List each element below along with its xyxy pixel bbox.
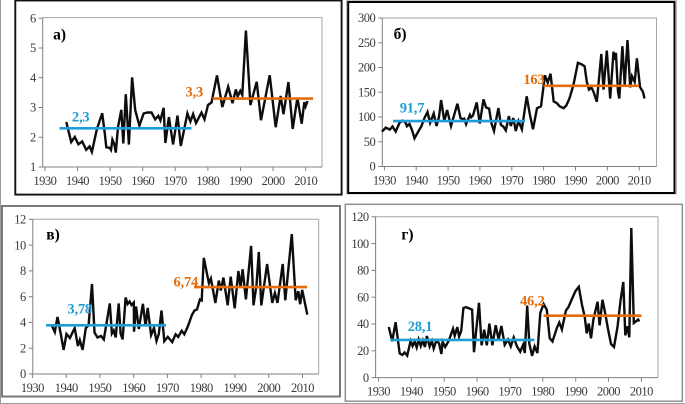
svg-text:2010: 2010: [630, 384, 653, 398]
svg-text:3,3: 3,3: [186, 84, 204, 100]
svg-text:1: 1: [30, 160, 36, 174]
svg-text:20: 20: [357, 344, 369, 358]
svg-text:5: 5: [30, 41, 36, 55]
svg-text:1940: 1940: [405, 173, 428, 187]
svg-text:1950: 1950: [99, 174, 122, 188]
svg-text:50: 50: [364, 135, 376, 149]
svg-text:6,74: 6,74: [174, 275, 199, 291]
svg-text:100: 100: [351, 237, 369, 251]
svg-text:1970: 1970: [164, 174, 187, 188]
svg-text:в): в): [46, 226, 60, 243]
svg-text:250: 250: [358, 36, 376, 50]
svg-text:1960: 1960: [131, 174, 154, 188]
svg-text:1940: 1940: [55, 381, 78, 395]
svg-text:0: 0: [20, 367, 26, 381]
svg-text:1970: 1970: [156, 381, 179, 395]
svg-text:1930: 1930: [21, 381, 44, 395]
svg-text:46,2: 46,2: [520, 294, 545, 310]
svg-text:4: 4: [30, 71, 37, 85]
svg-text:а): а): [53, 26, 66, 43]
svg-text:1980: 1980: [532, 173, 555, 187]
svg-text:1960: 1960: [468, 173, 491, 187]
svg-text:1950: 1950: [437, 173, 460, 187]
svg-text:40: 40: [357, 317, 369, 331]
svg-text:8: 8: [20, 264, 26, 278]
svg-text:100: 100: [358, 110, 376, 124]
svg-text:6: 6: [20, 290, 26, 304]
svg-text:10: 10: [14, 238, 26, 252]
svg-text:12: 12: [14, 213, 26, 227]
svg-text:163: 163: [523, 72, 544, 88]
svg-text:1990: 1990: [224, 381, 247, 395]
svg-text:1970: 1970: [500, 173, 523, 187]
svg-text:60: 60: [357, 290, 369, 304]
svg-text:2: 2: [20, 341, 26, 355]
svg-text:2000: 2000: [596, 173, 619, 187]
svg-text:1950: 1950: [433, 384, 456, 398]
svg-text:91,7: 91,7: [400, 101, 425, 117]
svg-text:2010: 2010: [294, 174, 317, 188]
svg-text:1980: 1980: [190, 381, 213, 395]
svg-text:0: 0: [370, 160, 376, 174]
svg-text:2010: 2010: [291, 381, 314, 395]
svg-text:2000: 2000: [262, 174, 285, 188]
svg-text:2,3: 2,3: [72, 110, 90, 126]
svg-text:г): г): [401, 227, 413, 244]
svg-text:200: 200: [358, 61, 376, 75]
svg-text:28,1: 28,1: [408, 319, 433, 335]
svg-text:1940: 1940: [66, 174, 89, 188]
svg-text:4: 4: [20, 316, 27, 330]
svg-text:2000: 2000: [257, 381, 280, 395]
svg-text:6: 6: [30, 11, 36, 25]
svg-text:1980: 1980: [196, 174, 219, 188]
svg-text:1940: 1940: [400, 384, 423, 398]
svg-text:1990: 1990: [564, 173, 587, 187]
svg-text:2: 2: [30, 130, 36, 144]
svg-text:1960: 1960: [122, 381, 145, 395]
svg-text:б): б): [394, 26, 407, 43]
svg-text:1930: 1930: [367, 384, 390, 398]
svg-text:0: 0: [363, 371, 369, 385]
svg-text:3: 3: [30, 101, 36, 115]
svg-text:1930: 1930: [33, 174, 56, 188]
svg-text:2000: 2000: [597, 384, 620, 398]
svg-text:120: 120: [351, 210, 369, 224]
svg-text:300: 300: [358, 11, 376, 25]
svg-text:1990: 1990: [229, 174, 252, 188]
svg-text:1930: 1930: [373, 173, 396, 187]
svg-text:1990: 1990: [564, 384, 587, 398]
svg-text:1960: 1960: [466, 384, 489, 398]
svg-text:1980: 1980: [531, 384, 554, 398]
svg-text:150: 150: [358, 86, 376, 100]
svg-text:2010: 2010: [628, 173, 651, 187]
svg-text:1950: 1950: [88, 381, 111, 395]
svg-text:1970: 1970: [498, 384, 521, 398]
svg-text:80: 80: [357, 264, 369, 278]
svg-text:3,78: 3,78: [67, 302, 92, 318]
